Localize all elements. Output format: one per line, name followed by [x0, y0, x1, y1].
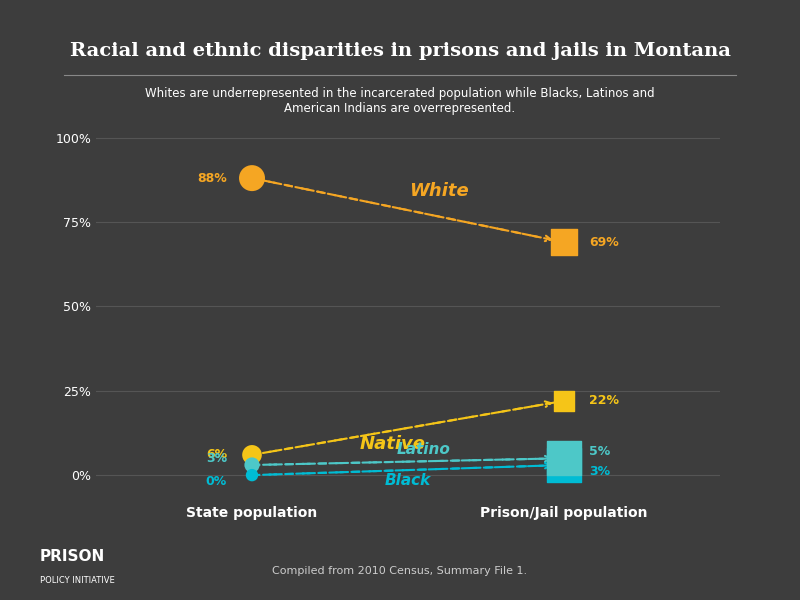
Text: Native: Native	[359, 434, 426, 452]
Point	[558, 238, 570, 247]
Point	[558, 454, 570, 463]
Point	[246, 470, 258, 480]
Point	[558, 396, 570, 406]
Point	[558, 460, 570, 470]
Text: 3%: 3%	[589, 465, 610, 478]
Text: 22%: 22%	[589, 394, 619, 407]
Point	[246, 173, 258, 183]
Text: 5%: 5%	[589, 445, 610, 458]
Text: White: White	[410, 182, 469, 200]
Text: 0%: 0%	[206, 475, 227, 488]
Text: POLICY INITIATIVE: POLICY INITIATIVE	[40, 576, 114, 585]
Text: PRISON: PRISON	[40, 549, 106, 564]
Text: Racial and ethnic disparities in prisons and jails in Montana: Racial and ethnic disparities in prisons…	[70, 42, 730, 60]
Text: 3%: 3%	[206, 452, 227, 465]
Text: Black: Black	[385, 473, 431, 488]
Text: 69%: 69%	[589, 236, 618, 249]
Text: 88%: 88%	[198, 172, 227, 185]
Text: Latino: Latino	[397, 442, 450, 457]
Point	[246, 460, 258, 470]
Text: Compiled from 2010 Census, Summary File 1.: Compiled from 2010 Census, Summary File …	[273, 566, 527, 576]
Text: Whites are underrepresented in the incarcerated population while Blacks, Latinos: Whites are underrepresented in the incar…	[145, 87, 655, 115]
Point	[246, 450, 258, 460]
Text: 6%: 6%	[206, 448, 227, 461]
